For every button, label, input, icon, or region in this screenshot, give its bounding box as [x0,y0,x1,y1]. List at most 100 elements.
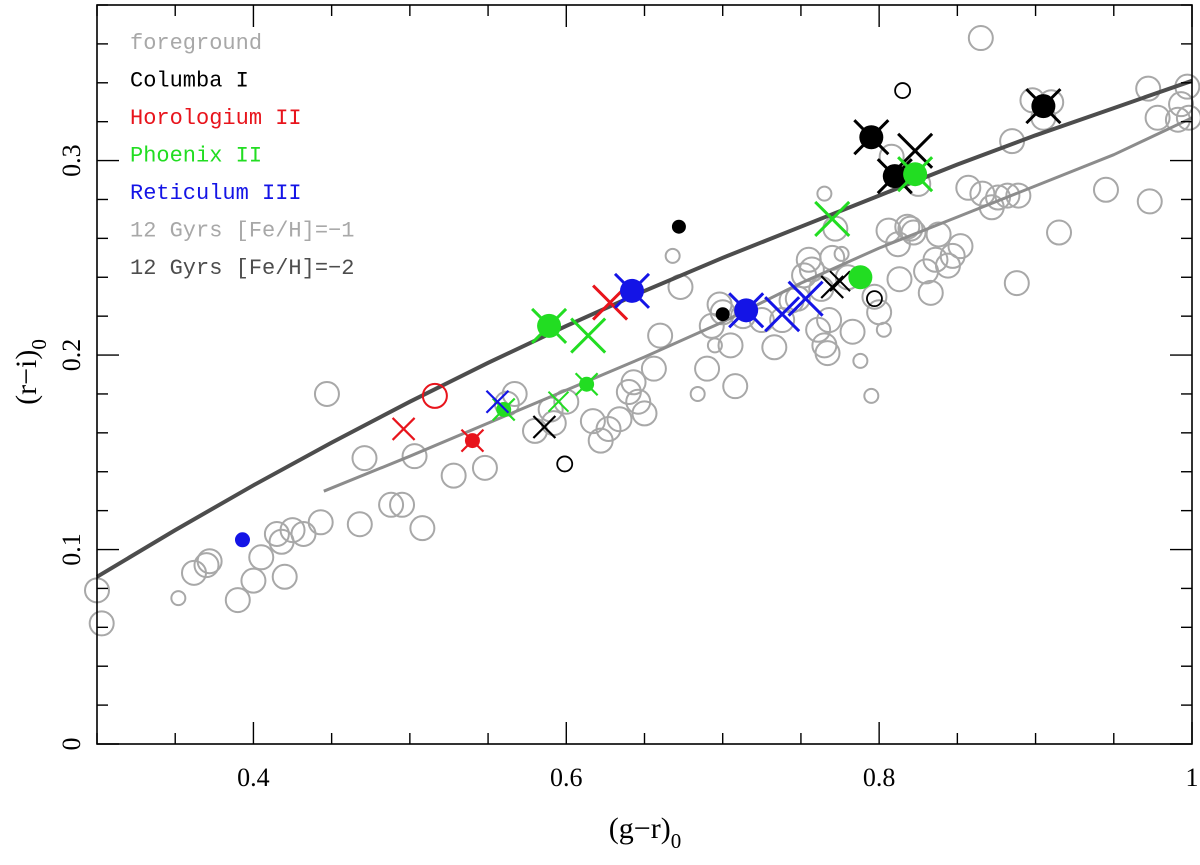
foreground-point [279,517,306,544]
foreground-point [900,219,927,246]
foreground-point [263,520,290,547]
foreground-point [440,462,467,489]
foreground-point [389,491,416,518]
foreground-point [170,590,187,607]
reticulum-iii-point [234,532,250,548]
legend-entry: 12 Gyrs [Fe/H]=−2 [130,256,354,281]
foreground-point [875,321,892,338]
phoenix-ii-point [547,391,570,413]
legend-entry: Horologium II [130,106,302,131]
foreground-point [471,454,498,481]
foreground-point [875,217,902,244]
foreground-point [579,408,606,435]
foreground-point [606,406,633,433]
foreground-point [1144,104,1171,131]
phoenix-ii-point [903,162,928,187]
reticulum-iii-point [485,389,510,414]
y-tick-label: 0.3 [57,144,86,177]
foreground-point [664,247,681,264]
columba-i-point [859,125,884,150]
foreground-point [631,400,658,427]
foreground-point [501,380,528,407]
horologium-ii-point [421,382,448,409]
foreground-point [894,213,921,240]
foreground-point [271,563,298,590]
legend-entry: 12 Gyrs [Fe/H]=−1 [130,219,354,244]
foreground-point [886,266,913,293]
foreground-point [947,233,974,260]
foreground-point [863,387,880,404]
foreground-point [1135,75,1162,102]
reticulum-iii-point [619,278,644,303]
foreground-point [852,352,869,369]
foreground-point [1168,91,1195,118]
foreground-point [401,443,428,470]
foreground-point [647,322,674,349]
foreground-point [1136,188,1163,215]
foreground-point [791,262,818,289]
foreground-point [939,242,966,269]
foreground-point [1092,176,1119,203]
x-tick-label: 0.6 [550,763,583,792]
foreground-point [1003,270,1030,297]
axes: 0.4 0.6 0.8 1 0 0.1 0.2 0.3 [57,4,1199,792]
foreground-point [722,373,749,400]
columba-i-point [866,290,883,308]
x-axis-title-main: (g−r) [609,812,671,845]
y-axis-title-main: (r−i) [10,350,43,405]
x-tick-label: 0.4 [237,763,270,792]
foreground-point [351,445,378,472]
foreground-markers [84,25,1200,637]
y-tick-label: 0.2 [57,339,86,372]
legend-entry: Reticulum III [130,181,302,206]
columba-i-point [1031,94,1056,119]
foreground-point [196,548,223,575]
phoenix-ii-point [579,376,595,392]
foreground-point [615,379,642,406]
foreground-point [994,182,1021,209]
legend-entry: Columba I [130,69,249,94]
foreground-point [955,174,982,201]
foreground-point [248,544,275,571]
foreground-point [861,283,888,310]
reticulum-iii-point [734,298,759,323]
foreground-point [717,332,744,359]
foreground-point [897,215,924,242]
horologium-ii-point [464,433,480,449]
columba-i-point [671,219,686,234]
foreground-point [816,307,843,334]
foreground-point [307,509,334,536]
isochrone-lines [95,78,1193,579]
x-axis-title-subscript: 0 [671,829,682,853]
columba-i-point [532,415,557,439]
foreground-point [409,515,436,542]
isochrone-feh-minus1 [323,116,1193,493]
columba-i-point [882,164,907,189]
foreground-point [925,221,952,248]
y-tick-label: 0 [57,738,86,751]
foreground-point [240,567,267,594]
foreground-point [346,511,373,538]
columba-i-point [894,82,912,99]
foreground-point [917,279,944,306]
columba-i-point [556,455,574,473]
phoenix-ii-point [570,317,607,354]
foreground-point [833,245,850,262]
horologium-ii-point [391,417,416,441]
foreground-point [969,180,996,207]
phoenix-ii-point [848,265,873,290]
legend: foreground Columba I Horologium II Phoenix … [130,31,354,281]
foreground-point [1046,219,1073,246]
legend-entry: Phoenix II [130,144,262,169]
reticulum-iii-point [764,296,801,333]
x-axis-title: (g−r)0 [609,812,681,853]
foreground-point [1005,182,1032,209]
foreground-point [224,587,251,614]
x-tick-label: 1 [1186,763,1199,792]
reticulum-iii-point [787,280,824,317]
columba-i-point [829,270,851,292]
foreground-point [706,337,723,354]
foreground-point [922,246,949,273]
phoenix-ii-point [537,313,562,338]
